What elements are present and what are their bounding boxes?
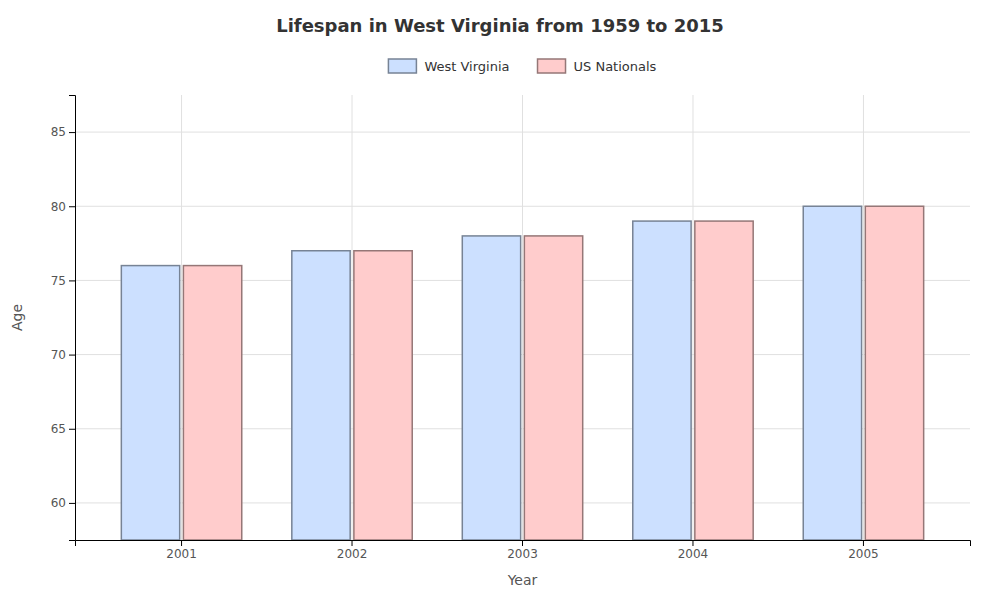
x-grid-line	[863, 95, 864, 540]
y-axis-line	[69, 96, 76, 541]
y-tick: 65	[51, 422, 75, 436]
bar	[865, 206, 923, 540]
x-tick: 2003	[507, 540, 538, 561]
x-tick-label: 2003	[507, 547, 538, 561]
bar	[633, 221, 691, 540]
y-tick-label: 80	[51, 200, 66, 214]
x-tick-mark	[863, 540, 864, 546]
x-tick: 2005	[848, 540, 879, 561]
y-tick-mark	[69, 429, 75, 430]
x-axis-line	[76, 541, 971, 547]
x-axis: 2001 2002 2003 2004 2005	[76, 540, 971, 561]
legend-item: US Nationals	[538, 59, 657, 74]
x-tick: 2001	[166, 540, 197, 561]
x-axis-title: Year	[507, 572, 538, 588]
x-tick-label: 2002	[337, 547, 368, 561]
legend-item: West Virginia	[388, 59, 509, 74]
y-tick-label: 65	[51, 422, 66, 436]
chart-svg: 2001 2002 2003 2004 2005 60 65 70 75 80 85 Year Age L…	[0, 0, 1000, 600]
x-tick-mark	[352, 540, 353, 546]
bar	[695, 221, 753, 540]
x-tick-mark	[181, 540, 182, 546]
y-tick-label: 75	[51, 274, 66, 288]
x-tick-label: 2005	[848, 547, 879, 561]
y-tick-label: 70	[51, 348, 66, 362]
chart-title: Lifespan in West Virginia from 1959 to 2…	[276, 15, 724, 36]
legend-label: US Nationals	[574, 59, 657, 74]
bar-series	[121, 206, 861, 540]
bar	[462, 236, 520, 540]
bar	[803, 206, 861, 540]
y-tick-mark	[69, 280, 75, 281]
y-tick-mark	[69, 206, 75, 207]
x-tick-label: 2004	[678, 547, 709, 561]
x-grid-line	[181, 95, 182, 540]
bar	[183, 266, 241, 540]
y-tick-label: 60	[51, 496, 66, 510]
y-tick: 85	[51, 125, 75, 139]
y-tick: 80	[51, 200, 75, 214]
y-tick-mark	[69, 355, 75, 356]
x-grid-line	[522, 95, 523, 540]
y-tick: 70	[51, 348, 75, 362]
y-tick: 60	[51, 496, 75, 510]
x-tick: 2004	[678, 540, 709, 561]
x-grid-line	[692, 95, 693, 540]
x-grid-line	[352, 95, 353, 540]
grid	[75, 95, 970, 540]
bar	[292, 251, 350, 540]
x-tick: 2002	[337, 540, 368, 561]
legend: West Virginia US Nationals	[388, 59, 656, 74]
legend-swatch	[388, 59, 416, 73]
chart-container: 2001 2002 2003 2004 2005 60 65 70 75 80 85 Year Age L…	[0, 0, 1000, 600]
bars	[121, 206, 923, 540]
bar	[524, 236, 582, 540]
x-tick-label: 2001	[166, 547, 197, 561]
bar-series	[183, 206, 923, 540]
x-tick-mark	[692, 540, 693, 546]
x-tick-mark	[522, 540, 523, 546]
y-tick-mark	[69, 503, 75, 504]
y-tick-mark	[69, 132, 75, 133]
y-tick-label: 85	[51, 125, 66, 139]
bar	[354, 251, 412, 540]
y-axis-title: Age	[9, 304, 25, 331]
legend-label: West Virginia	[424, 59, 509, 74]
y-axis: 60 65 70 75 80 85	[51, 96, 76, 541]
legend-swatch	[538, 59, 566, 73]
y-tick: 75	[51, 274, 75, 288]
bar	[121, 266, 179, 540]
